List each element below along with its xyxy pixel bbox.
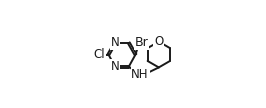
Text: Cl: Cl [94, 48, 105, 61]
Text: NH: NH [131, 68, 149, 81]
Text: Br: Br [134, 36, 148, 49]
Text: N: N [111, 36, 119, 49]
Text: O: O [154, 35, 163, 48]
Text: N: N [111, 60, 119, 73]
